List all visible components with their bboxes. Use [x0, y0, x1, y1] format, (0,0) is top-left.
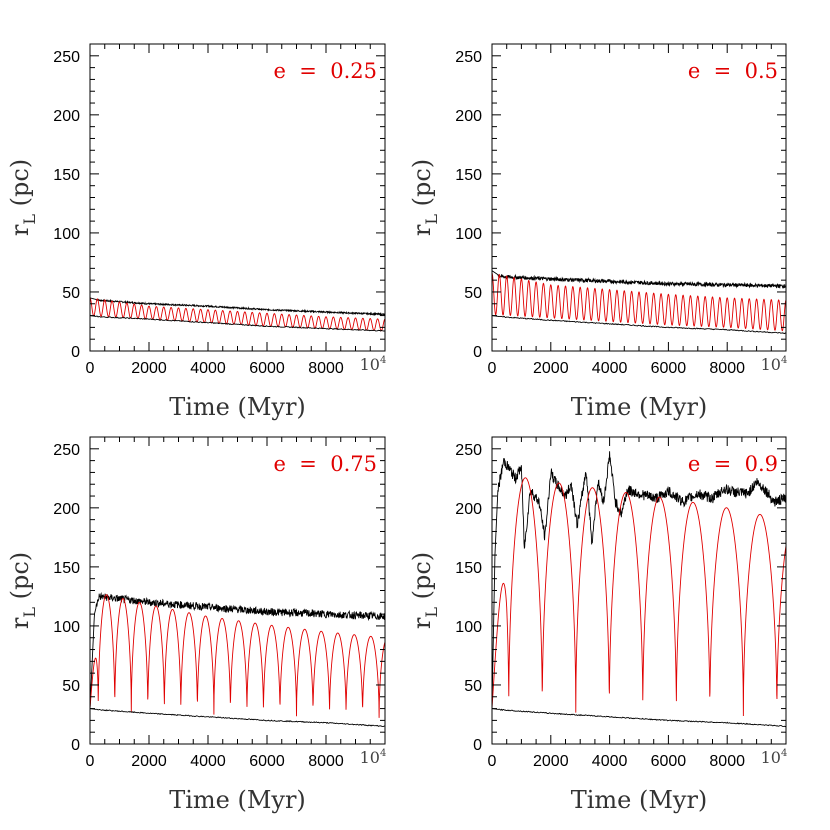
x-tick-label: 2000	[533, 753, 569, 770]
y-tick-label: 200	[455, 501, 482, 518]
x-tick-label: 2000	[131, 753, 167, 770]
x-tick-label: 4000	[190, 753, 226, 770]
y-tick-label: 0	[71, 344, 80, 361]
x-tick-label: 4000	[190, 360, 226, 377]
y-axis-title: rL (pc)	[6, 552, 39, 629]
plot-frame	[89, 436, 386, 745]
y-tick-label: 150	[455, 167, 482, 184]
plot-frame	[491, 43, 787, 352]
x-tick-label: 4000	[592, 753, 628, 770]
series-oscillating-line	[90, 297, 385, 332]
eccentricity-annotation: e = 0.75	[274, 452, 377, 476]
y-tick-label: 150	[455, 560, 482, 577]
series-oscillating-line	[492, 477, 786, 716]
y-tick-label: 250	[53, 442, 80, 459]
series-lower-line	[90, 708, 385, 727]
y-tick-label: 0	[473, 344, 482, 361]
x-tick-label: 6000	[249, 753, 285, 770]
x-tick-label: 8000	[709, 360, 745, 377]
y-tick-label: 250	[455, 442, 482, 459]
x-tick-label: 8000	[308, 753, 344, 770]
y-tick-label: 150	[53, 560, 80, 577]
x-tick-label: 0	[86, 753, 95, 770]
y-axis-title: rL (pc)	[6, 159, 39, 236]
y-tick-label: 200	[53, 108, 80, 125]
x-tick-label: 6000	[651, 753, 687, 770]
series-oscillating-line	[492, 272, 786, 332]
y-tick-label: 50	[62, 678, 80, 695]
y-axis-title: rL (pc)	[408, 159, 441, 236]
y-tick-label: 250	[455, 49, 482, 66]
plot-area	[90, 591, 385, 727]
x-tick-label: 0	[488, 753, 497, 770]
axis-ticks	[491, 43, 787, 352]
panel-1: 0 2000 4000 6000 8000 104 0 50 100 150 200 250 Time …	[6, 43, 387, 421]
series-oscillating-line	[90, 594, 385, 718]
series-upper-line	[492, 451, 786, 709]
series-lower-line	[90, 315, 385, 332]
x-axis-title: Time (Myr)	[571, 393, 708, 421]
y-tick-label: 200	[53, 501, 80, 518]
x-tick-label: 0	[86, 360, 95, 377]
y-tick-label: 150	[53, 167, 80, 184]
x-tick-label: 2000	[131, 360, 167, 377]
x-end-tick-label: 104	[360, 355, 387, 374]
plot-area	[90, 297, 385, 332]
x-tick-label: 6000	[651, 360, 687, 377]
y-axis-title: rL (pc)	[408, 552, 441, 629]
series-upper-line	[492, 270, 786, 290]
x-tick-label: 0	[488, 360, 497, 377]
y-tick-label: 250	[53, 49, 80, 66]
eccentricity-annotation: e = 0.25	[274, 59, 377, 83]
y-tick-label: 50	[62, 285, 80, 302]
y-tick-label: 100	[53, 619, 80, 636]
y-tick-label: 100	[455, 619, 482, 636]
eccentricity-annotation: e = 0.5	[688, 59, 778, 83]
y-tick-label: 50	[464, 678, 482, 695]
panel-2: 0 2000 4000 6000 8000 104 0 50 100 150 200 250 Time …	[408, 43, 788, 421]
x-tick-label: 8000	[308, 360, 344, 377]
axis-ticks	[89, 436, 386, 745]
x-end-tick-label: 104	[761, 748, 788, 767]
x-tick-label: 2000	[533, 360, 569, 377]
y-tick-label: 100	[455, 226, 482, 243]
plot-frame	[89, 43, 386, 352]
y-tick-label: 50	[464, 285, 482, 302]
x-end-tick-label: 104	[360, 748, 387, 767]
series-upper-line	[90, 591, 385, 709]
y-tick-label: 100	[53, 226, 80, 243]
x-axis-title: Time (Myr)	[571, 786, 708, 814]
panel-3: 0 2000 4000 6000 8000 104 0 50 100 150 200 250 Time …	[6, 436, 387, 814]
eccentricity-annotation: e = 0.9	[688, 452, 778, 476]
x-axis-title: Time (Myr)	[169, 393, 306, 421]
y-tick-label: 0	[71, 737, 80, 754]
series-lower-line	[492, 708, 786, 728]
y-tick-label: 200	[455, 108, 482, 125]
series-upper-line	[90, 297, 385, 317]
axis-ticks	[491, 436, 787, 745]
panel-4: 0 2000 4000 6000 8000 104 0 50 100 150 200 250 Time …	[408, 436, 788, 814]
x-tick-label: 4000	[592, 360, 628, 377]
x-end-tick-label: 104	[761, 355, 788, 374]
y-tick-label: 0	[473, 737, 482, 754]
plot-area	[492, 451, 786, 728]
axis-ticks	[89, 43, 386, 352]
x-tick-label: 6000	[249, 360, 285, 377]
x-axis-title: Time (Myr)	[169, 786, 306, 814]
series-lower-line	[492, 315, 786, 335]
x-tick-label: 8000	[709, 753, 745, 770]
plot-area	[492, 270, 786, 335]
